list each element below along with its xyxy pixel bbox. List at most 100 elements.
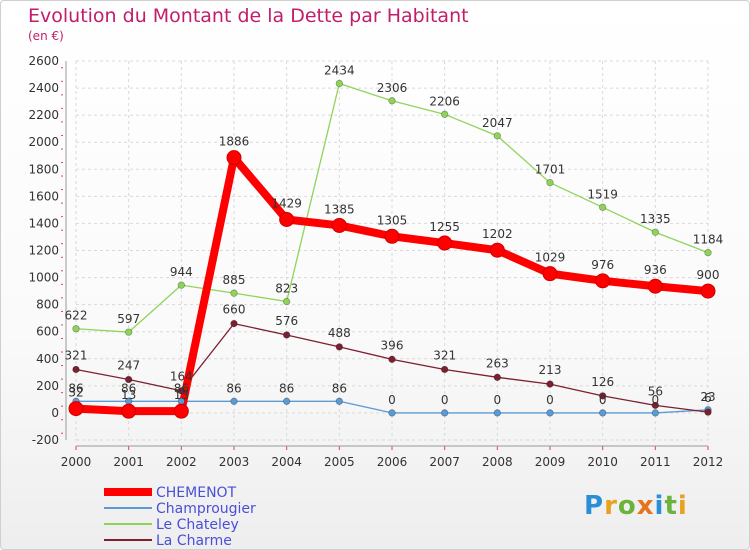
data-label: 0 — [652, 393, 660, 407]
data-point — [72, 325, 80, 333]
x-tick-label: 2008 — [482, 455, 513, 469]
y-tick-label: -200 — [32, 433, 59, 447]
data-point — [651, 228, 659, 236]
data-point — [68, 401, 84, 417]
data-label: 1184 — [693, 233, 724, 247]
data-point — [226, 150, 242, 166]
data-label: 321 — [65, 348, 88, 362]
x-tick-label: 2004 — [271, 455, 302, 469]
data-label: 1429 — [271, 197, 302, 211]
data-label: 6 — [704, 391, 712, 405]
chart-title: Evolution du Montant de la Dette par Hab… — [28, 5, 469, 27]
data-label: 976 — [591, 258, 614, 272]
data-label: 247 — [117, 358, 140, 372]
data-label: 86 — [332, 381, 347, 395]
data-point — [388, 409, 396, 417]
data-point — [173, 403, 189, 419]
data-label: 86 — [279, 381, 294, 395]
data-label: 56 — [648, 384, 663, 398]
logo-letter: t — [664, 491, 678, 521]
y-tick-label: 600 — [36, 325, 59, 339]
data-label: 597 — [117, 312, 140, 326]
data-label: 0 — [441, 393, 449, 407]
logo-letter: i — [654, 491, 665, 521]
y-tick-label: 0 — [51, 406, 59, 420]
data-point — [388, 355, 396, 363]
y-tick-label: 200 — [36, 379, 59, 393]
proxiti-logo: Proxiti — [584, 491, 688, 521]
x-tick-label: 2002 — [166, 455, 197, 469]
data-point — [125, 328, 133, 336]
data-label: 86 — [68, 381, 83, 395]
y-tick-label: 2600 — [28, 54, 59, 68]
data-point — [599, 203, 607, 211]
x-tick-label: 2005 — [324, 455, 355, 469]
data-label: 1305 — [377, 213, 408, 227]
data-point — [384, 228, 400, 244]
data-label: 86 — [174, 381, 189, 395]
data-point — [335, 343, 343, 351]
data-label: 0 — [599, 393, 607, 407]
data-point — [441, 365, 449, 374]
data-label: 1202 — [482, 227, 513, 241]
data-point — [493, 409, 501, 417]
y-tick-label: 1200 — [28, 244, 59, 258]
data-label: 1701 — [535, 163, 566, 177]
data-point — [230, 289, 238, 297]
data-label: 660 — [223, 303, 246, 317]
data-label: 2434 — [324, 63, 355, 77]
data-label: 2306 — [377, 81, 408, 95]
data-label: 1886 — [219, 135, 250, 149]
data-point — [441, 110, 449, 118]
data-point — [546, 380, 554, 388]
x-tick-label: 2000 — [61, 455, 92, 469]
logo-letter: P — [584, 491, 605, 521]
data-point — [599, 392, 607, 400]
data-point — [599, 409, 607, 417]
data-label: 396 — [381, 338, 404, 352]
data-point — [651, 401, 659, 409]
data-label: 823 — [275, 282, 298, 296]
data-point — [546, 179, 554, 187]
data-point — [283, 297, 291, 306]
data-point — [335, 79, 343, 88]
data-point — [125, 375, 133, 384]
data-label: 488 — [328, 326, 351, 340]
data-label: 1029 — [535, 251, 566, 265]
data-point — [651, 409, 659, 417]
x-tick-label: 2011 — [640, 455, 671, 469]
data-point — [279, 212, 295, 228]
data-label: 885 — [223, 273, 246, 287]
logo-letter: r — [604, 491, 618, 521]
data-label: 1335 — [640, 212, 671, 226]
data-label: 0 — [546, 393, 554, 407]
data-label: 13 — [121, 388, 136, 402]
data-label: 576 — [275, 314, 298, 328]
logo-letter: o — [617, 491, 637, 521]
data-label: 86 — [226, 381, 241, 395]
data-point — [489, 242, 505, 258]
y-tick-label: 1600 — [28, 189, 59, 203]
data-label: 164 — [170, 370, 193, 384]
data-point — [647, 278, 663, 294]
data-label: 263 — [486, 356, 509, 370]
data-label: 13 — [174, 388, 189, 402]
data-point — [542, 266, 558, 282]
y-tick-label: 2200 — [28, 108, 59, 122]
data-point — [704, 249, 712, 257]
data-point — [177, 387, 185, 395]
y-tick-label: 1400 — [28, 216, 59, 230]
data-point — [437, 235, 453, 251]
data-point — [700, 283, 716, 299]
y-tick-label: 800 — [36, 298, 59, 312]
data-point — [546, 409, 554, 417]
y-tick-label: 1000 — [28, 271, 59, 285]
data-point — [283, 397, 291, 405]
logo-letter: x — [636, 491, 655, 521]
data-label: 1255 — [429, 220, 460, 234]
data-point — [595, 273, 611, 289]
data-point — [335, 397, 343, 405]
data-label: 944 — [170, 265, 193, 279]
